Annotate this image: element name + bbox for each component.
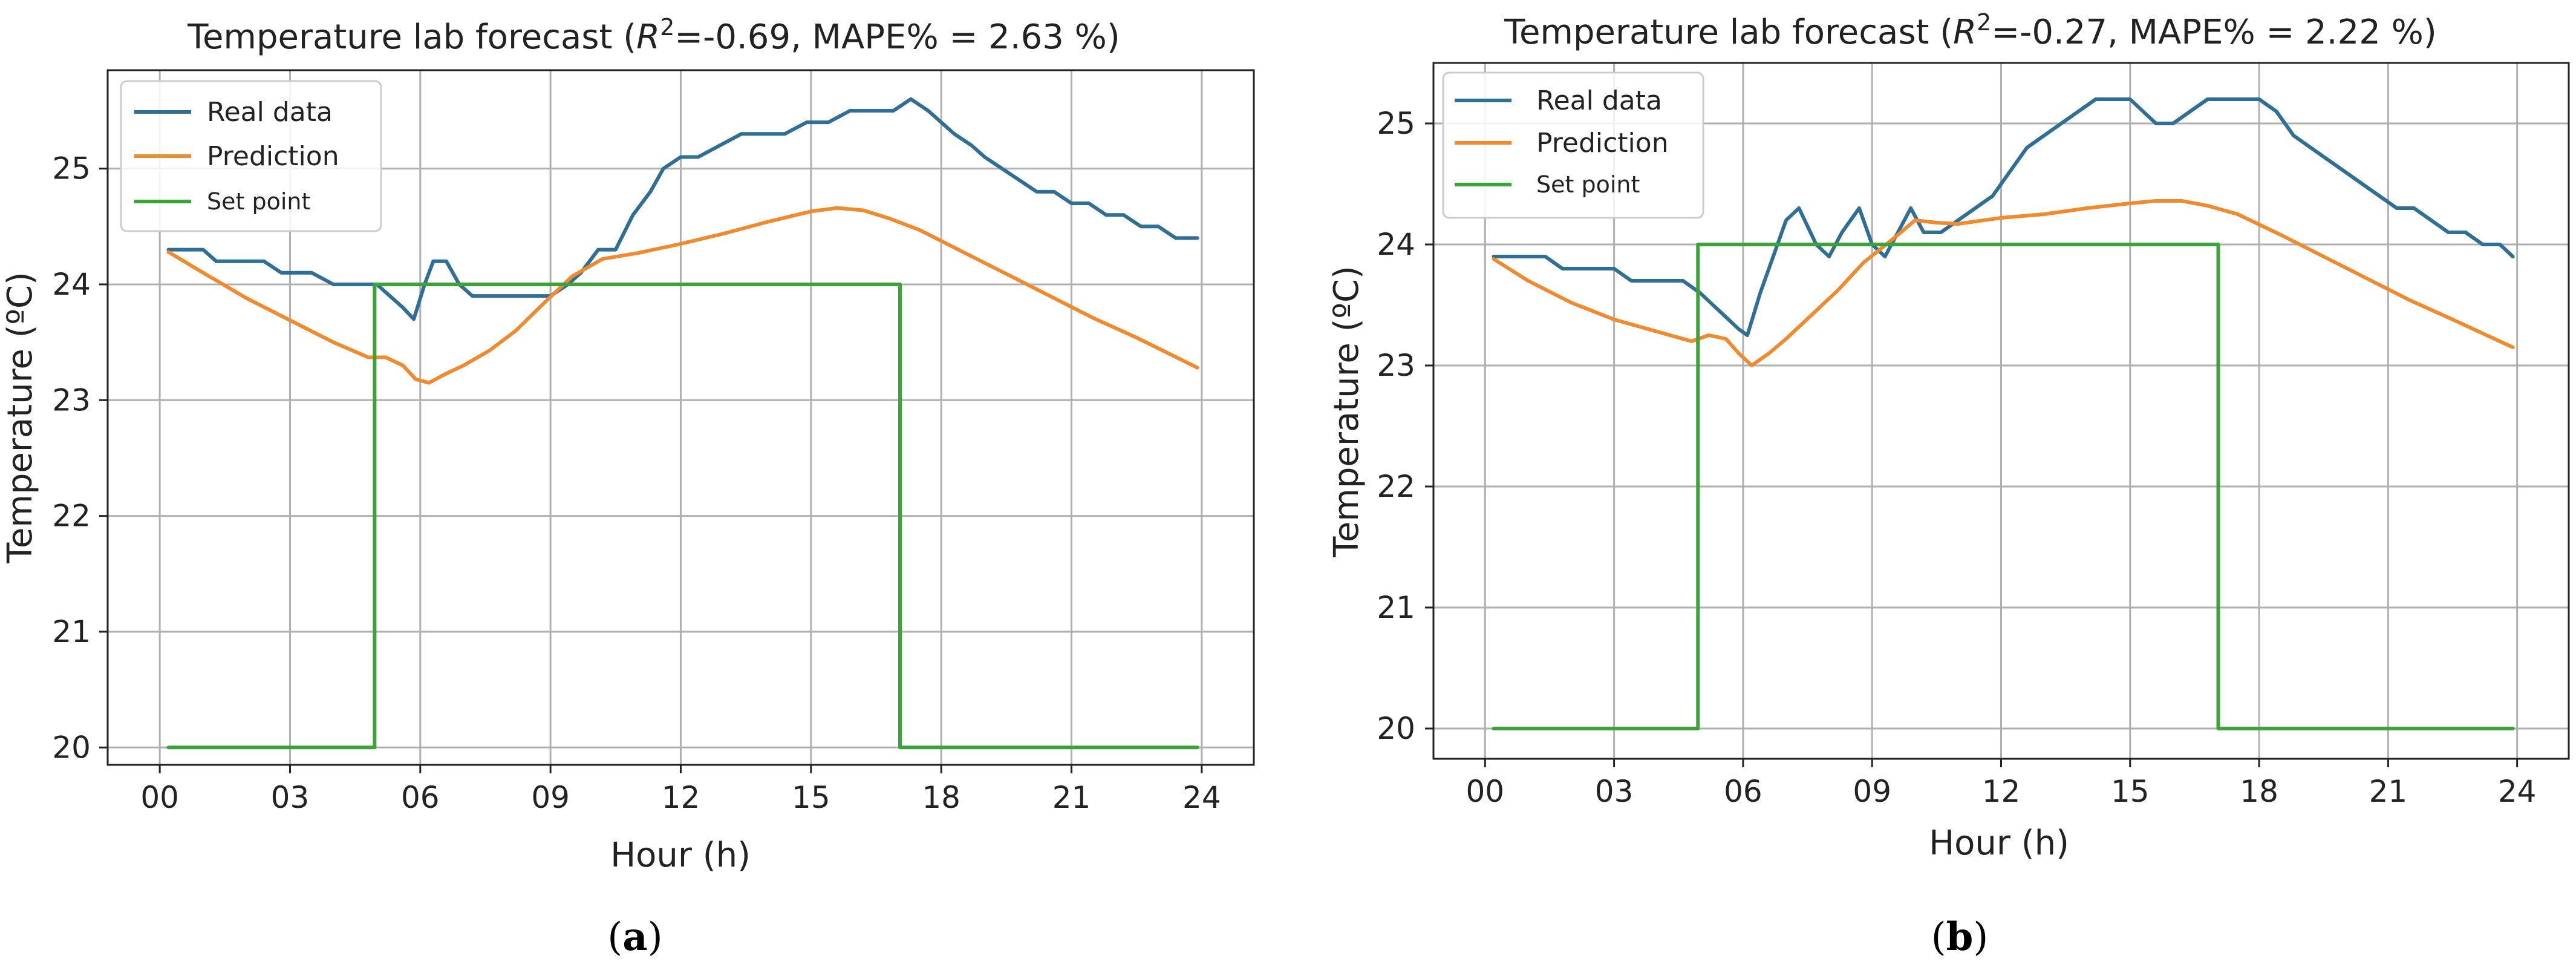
series-line-real-data [166,97,1199,321]
series-line-real-data [1492,97,2515,337]
y-axis: 20 21 22 23 24 25 [52,151,108,765]
x-axis-label: Hour (h) [1929,824,2069,863]
legend-box [1442,71,1704,219]
x-axis: 00 03 06 09 12 15 18 21 24 [140,765,1221,815]
x-tick-label: 00 [1466,774,1505,809]
x-axis: 00 03 06 09 12 15 18 21 24 [1466,759,2537,809]
legend-box [120,80,382,232]
y-tick-label: 23 [52,382,91,418]
series-layer [166,97,1199,750]
y-tick-label: 22 [1377,469,1415,504]
x-tick-label: 06 [1724,774,1762,809]
series-layer [1492,97,2515,730]
legend: Real data Prediction Set point [120,80,382,232]
chart-panel-b: Temperature lab forecast (R2=-0.27, MAPE… [1327,9,2570,960]
legend-label-prediction: Prediction [1536,128,1669,159]
y-tick-label: 21 [1377,590,1415,625]
y-axis-label: Temperature (ºC) [1,272,40,564]
legend-label-prediction: Prediction [207,141,339,172]
x-axis-label: Hour (h) [610,836,751,875]
y-axis-label: Temperature (ºC) [1327,266,1366,558]
x-tick-label: 03 [271,780,310,815]
x-tick-label: 12 [662,780,700,815]
x-tick-label: 06 [401,780,440,815]
chart-panel-a: Temperature lab forecast (R2=-0.69, MAPE… [1,14,1255,960]
panel-caption: (a) [607,914,662,960]
y-tick-label: 22 [52,499,91,534]
y-tick-label: 21 [52,614,91,649]
series-line-prediction [166,206,1199,385]
y-tick-label: 20 [52,730,91,765]
y-tick-label: 24 [52,267,91,302]
x-tick-label: 12 [1982,774,2021,809]
x-tick-label: 18 [922,780,960,815]
x-tick-label: 18 [2240,774,2278,809]
x-tick-label: 21 [1052,780,1091,815]
y-tick-label: 20 [1377,711,1415,746]
y-tick-label: 23 [1377,348,1415,383]
series-line-prediction [1492,199,2515,367]
x-tick-label: 21 [2369,774,2408,809]
x-tick-label: 09 [1853,774,1891,809]
x-tick-label: 15 [792,780,830,815]
series-line-set-point [1492,243,2515,730]
x-tick-label: 15 [2111,774,2150,809]
y-tick-label: 25 [1377,106,1415,141]
y-tick-label: 25 [52,151,91,186]
panel-caption: (b) [1931,914,1989,960]
y-tick-label: 24 [1377,227,1415,262]
x-tick-label: 03 [1595,774,1634,809]
legend-label-real-data: Real data [1536,85,1662,116]
x-tick-label: 24 [2498,774,2537,809]
chart-title: Temperature lab forecast (R2=-0.27, MAPE… [1504,9,2436,52]
legend-label-set-point: Set point [207,188,310,215]
chart-title: Temperature lab forecast (R2=-0.69, MAPE… [187,14,1120,57]
series-line-set-point [166,283,1199,750]
legend: Real data Prediction Set point [1442,71,1704,219]
y-axis: 20 21 22 23 24 25 [1377,106,1433,746]
x-tick-label: 09 [531,780,570,815]
legend-label-set-point: Set point [1536,171,1640,198]
x-tick-label: 24 [1182,780,1221,815]
x-tick-label: 00 [140,780,179,815]
legend-label-real-data: Real data [207,97,333,128]
